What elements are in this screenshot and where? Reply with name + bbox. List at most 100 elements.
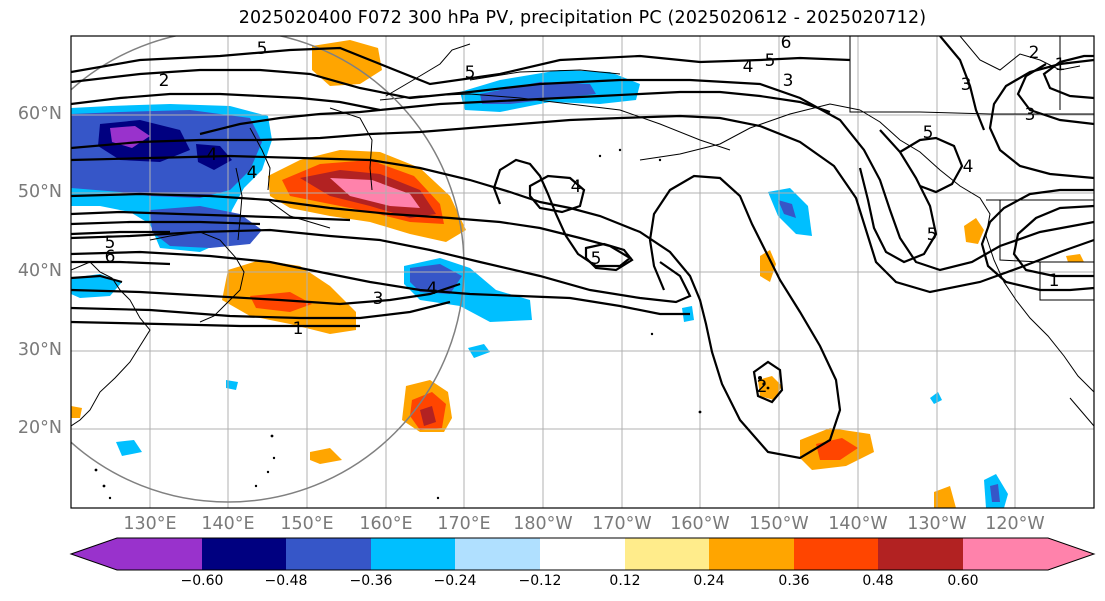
lat-label: 40°N bbox=[17, 261, 62, 281]
colorbar-swatch bbox=[286, 538, 371, 570]
contour-label: 5 bbox=[465, 63, 476, 83]
colorbar-extend-low bbox=[71, 538, 117, 570]
contour-label: 3 bbox=[783, 71, 794, 91]
precip-positive-anomalies bbox=[71, 40, 1084, 508]
lon-label: 170°E bbox=[437, 514, 491, 534]
pv-contour-1 bbox=[71, 46, 851, 86]
pv-contour-21 bbox=[980, 188, 1094, 292]
contour-label: 5 bbox=[927, 225, 938, 245]
contour-label: 2 bbox=[1029, 43, 1040, 63]
pv-contour-20 bbox=[899, 136, 964, 194]
contour-label: 5 bbox=[105, 233, 116, 253]
lon-label: 160°E bbox=[359, 514, 413, 534]
pv-contour-22 bbox=[1012, 204, 1094, 278]
pv-contour-27 bbox=[199, 90, 831, 136]
contour-label: 4 bbox=[247, 163, 258, 183]
pv-contour-12 bbox=[528, 174, 586, 214]
colorbar-swatch bbox=[625, 538, 709, 570]
pv-contour-13 bbox=[584, 242, 634, 272]
lon-label: 150°E bbox=[280, 514, 334, 534]
pv-contour-28 bbox=[71, 92, 381, 112]
contour-label: 5 bbox=[257, 39, 268, 59]
contour-label: 2 bbox=[159, 71, 170, 91]
lat-label: 20°N bbox=[17, 418, 62, 438]
contour-label: 1 bbox=[1055, 55, 1066, 75]
lat-label: 60°N bbox=[17, 104, 62, 124]
colorbar-swatch bbox=[202, 538, 286, 570]
pv-contours bbox=[71, 36, 1094, 460]
map-title: 2025020400 F072 300 hPa PV, precipitatio… bbox=[238, 8, 927, 28]
colorbar-swatch bbox=[540, 538, 625, 570]
pv-contour-5 bbox=[71, 158, 632, 268]
pv-contour-10 bbox=[71, 320, 360, 328]
colorbar-tick-label: −0.12 bbox=[518, 573, 562, 589]
contour-label: 4 bbox=[571, 177, 582, 197]
colorbar-extend-high bbox=[1048, 538, 1094, 570]
colorbar-tick-label: −0.60 bbox=[180, 573, 224, 589]
pv-contour-16 bbox=[71, 220, 261, 226]
map-frame bbox=[70, 35, 1095, 509]
colorbar bbox=[69, 537, 1096, 571]
pv-contour-2 bbox=[71, 68, 1094, 272]
colorbar-swatch bbox=[371, 538, 455, 570]
contour-label: 2 bbox=[757, 377, 768, 397]
colorbar-tick-label: 0.12 bbox=[609, 573, 641, 589]
contour-label: 1 bbox=[293, 319, 304, 339]
pv-contour-6 bbox=[71, 228, 692, 304]
pv-contour-7 bbox=[71, 250, 690, 316]
contour-label: 5 bbox=[923, 123, 934, 143]
pv-contour-14 bbox=[752, 360, 784, 404]
contour-label: 6 bbox=[105, 247, 116, 267]
colorbar-tick-label: −0.48 bbox=[264, 573, 308, 589]
pv-contour-11 bbox=[71, 274, 123, 284]
pv-contour-23 bbox=[988, 58, 1094, 180]
lon-label: 140°E bbox=[201, 514, 255, 534]
lon-label: 170°W bbox=[592, 514, 652, 534]
contour-label: 3 bbox=[1025, 105, 1036, 125]
pv-contour-25 bbox=[1016, 63, 1094, 126]
pv-contour-19 bbox=[858, 129, 938, 264]
contour-label: 6 bbox=[781, 33, 792, 53]
colorbar-tick-label: 0.48 bbox=[862, 573, 894, 589]
pv-contour-9 bbox=[71, 300, 451, 320]
colorbar-swatch bbox=[878, 538, 963, 570]
pv-contour-24 bbox=[1042, 54, 1094, 100]
pv-contour-labels: 5 6 5 4 5 3 2 4 4 4 5 6 5 5 3 4 1 3 3 2 … bbox=[105, 33, 1066, 397]
colorbar-tick-label: −0.24 bbox=[433, 573, 477, 589]
islands bbox=[94, 148, 770, 500]
lon-label: 160°W bbox=[670, 514, 730, 534]
colorbar-tick-label: 0.36 bbox=[778, 573, 810, 589]
lon-label: 130°W bbox=[907, 514, 967, 534]
contour-label: 3 bbox=[373, 289, 384, 309]
colorbar-swatch bbox=[117, 538, 202, 570]
colorbar-swatch bbox=[709, 538, 794, 570]
pv-contour-3 bbox=[71, 114, 1094, 294]
lon-label: 130°E bbox=[123, 514, 177, 534]
lon-label: 120°W bbox=[985, 514, 1045, 534]
pv-contour-4 bbox=[71, 154, 842, 460]
pv-contour-8 bbox=[71, 282, 461, 306]
contour-label: 5 bbox=[591, 249, 602, 269]
contour-label: 3 bbox=[961, 75, 972, 95]
lon-label: 140°W bbox=[828, 514, 888, 534]
pv-contour-26 bbox=[939, 36, 986, 131]
pv-contour-17 bbox=[71, 230, 170, 236]
colorbar-tick-label: 0.24 bbox=[693, 573, 725, 589]
pv-contour-18 bbox=[71, 260, 171, 266]
lat-label: 30°N bbox=[17, 340, 62, 360]
lon-label: 180°W bbox=[513, 514, 573, 534]
colorbar-tick-label: 0.60 bbox=[947, 573, 979, 589]
colorbar-tick-label: −0.36 bbox=[349, 573, 393, 589]
colorbar-swatch bbox=[455, 538, 540, 570]
lat-label: 50°N bbox=[17, 182, 62, 202]
map-plot-area: 5 6 5 4 5 3 2 4 4 4 5 6 5 5 3 4 1 3 3 2 … bbox=[71, 33, 1094, 508]
contour-label: 5 bbox=[765, 51, 776, 71]
contour-label: 4 bbox=[427, 279, 438, 299]
contour-label: 4 bbox=[207, 145, 218, 165]
pv-contour-15 bbox=[71, 210, 351, 222]
colorbar-swatch bbox=[963, 538, 1048, 570]
colorbar-swatch bbox=[794, 538, 878, 570]
contour-label: 1 bbox=[1049, 271, 1060, 291]
contour-label: 4 bbox=[743, 57, 754, 77]
